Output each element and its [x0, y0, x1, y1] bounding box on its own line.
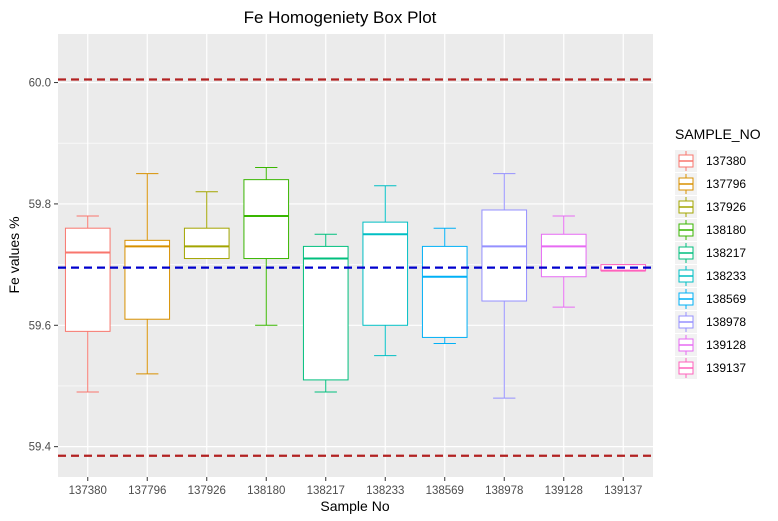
x-tick-label: 138180: [247, 485, 285, 497]
box-body: [421, 245, 468, 338]
box-body: [64, 227, 111, 332]
legend-label: 138978: [706, 315, 746, 329]
legend-item-139137: 139137: [675, 357, 746, 379]
x-tick-label: 138569: [426, 485, 464, 497]
x-tick-label: 138217: [307, 485, 345, 497]
box-body: [243, 179, 290, 260]
legend-item-138217: 138217: [675, 242, 746, 264]
box-137380: [64, 215, 111, 393]
legend-label: 138217: [706, 246, 746, 260]
legend-item-139128: 139128: [675, 334, 746, 356]
y-tick-label: 59.4: [29, 442, 52, 454]
x-axis: 137380 137796 137926 138180 138217 138233 1385…: [69, 477, 642, 497]
y-tick-label: 60.0: [29, 78, 51, 90]
box-139128: [540, 215, 587, 308]
legend-label: 139128: [706, 338, 746, 352]
legend-label: 137796: [706, 177, 746, 191]
box-body: [183, 227, 230, 260]
legend-label: 137926: [706, 200, 746, 214]
box-138569: [421, 227, 468, 344]
y-axis-title: Fe values %: [6, 216, 22, 293]
box-138217: [302, 233, 349, 393]
legend-label: 138180: [706, 223, 746, 237]
x-tick-label: 137380: [69, 485, 107, 497]
legend-item-137926: 137926: [675, 196, 746, 218]
legend-item-138569: 138569: [675, 288, 746, 310]
legend-label: 138569: [706, 292, 746, 306]
x-tick-label: 137796: [128, 485, 166, 497]
legend-item-138180: 138180: [675, 219, 746, 241]
y-tick-label: 59.8: [29, 199, 51, 211]
x-tick-label: 139128: [545, 485, 583, 497]
legend-items: 137380 137796 137926 138180 138217 138233 1385…: [675, 150, 746, 379]
legend-label: 139137: [706, 361, 746, 375]
box-body: [124, 239, 171, 320]
x-axis-title: Sample No: [320, 498, 389, 514]
legend-item-137380: 137380: [675, 150, 746, 172]
legend: SAMPLE_NO 137380 137796 137926 138180 138217…: [675, 126, 761, 379]
box-138180: [243, 167, 290, 326]
box-137926: [183, 191, 230, 260]
box-body: [540, 233, 587, 278]
legend-item-138978: 138978: [675, 311, 746, 333]
box-138978: [481, 173, 528, 399]
legend-label: 138233: [706, 269, 746, 283]
reference-lines: [58, 78, 653, 457]
chart-title: Fe Homogeniety Box Plot: [244, 8, 437, 27]
box-body: [481, 209, 528, 302]
x-tick-label: 137926: [188, 485, 226, 497]
y-tick-label: 59.6: [29, 320, 51, 332]
x-tick-label: 138233: [366, 485, 404, 497]
y-axis: 59.4 59.6 59.8 60.0: [29, 78, 58, 454]
legend-title: SAMPLE_NO: [675, 126, 761, 142]
legend-item-137796: 137796: [675, 173, 746, 195]
box-body: [302, 245, 349, 381]
x-tick-label: 138978: [485, 485, 523, 497]
box-138233: [362, 185, 409, 357]
legend-item-138233: 138233: [675, 265, 746, 287]
box-body: [362, 221, 409, 326]
x-tick-label: 139137: [604, 485, 642, 497]
box-137796: [124, 173, 171, 375]
legend-label: 137380: [706, 154, 746, 168]
